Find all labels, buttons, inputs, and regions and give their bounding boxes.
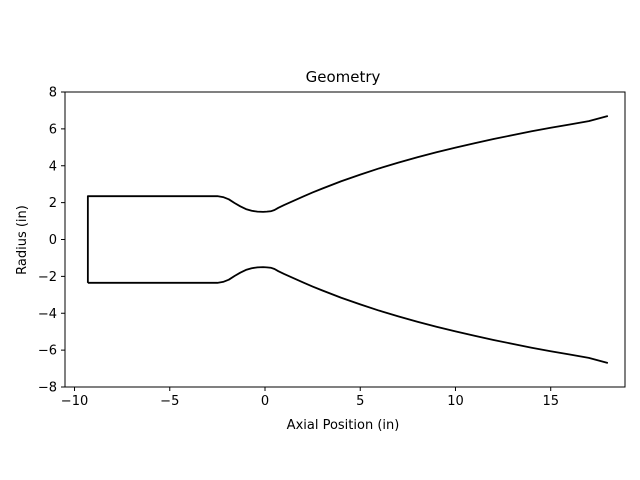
x-tick-label: 10 <box>447 394 464 409</box>
plot-lines <box>86 115 609 364</box>
y-tick-label: 8 <box>49 86 57 101</box>
y-tick-label: 6 <box>49 122 57 137</box>
axis-ticks: −10 −5 0 5 10 15 −8 −6 −4 −2 0 2 4 6 8 <box>38 86 559 410</box>
y-tick-label: −6 <box>38 344 57 359</box>
x-tick-label: 5 <box>356 394 364 409</box>
plot-frame <box>64 91 626 388</box>
x-tick-label: −5 <box>160 394 179 409</box>
series-line-1 <box>86 115 609 283</box>
x-tick-label: 15 <box>542 394 559 409</box>
y-tick-label: 2 <box>49 196 57 211</box>
y-tick-label: −2 <box>38 270 57 285</box>
y-tick-label: 0 <box>49 233 57 248</box>
series-line-2 <box>87 266 609 364</box>
y-tick-label: −8 <box>38 381 57 396</box>
x-tick-label: 0 <box>261 394 269 409</box>
chart-title: Geometry <box>306 68 381 86</box>
y-tick-label: 4 <box>49 159 57 174</box>
y-tick-label: −4 <box>38 307 57 322</box>
y-axis-label: Radius (in) <box>15 205 30 275</box>
x-tick-label: −10 <box>61 394 88 409</box>
x-axis-label: Axial Position (in) <box>287 418 400 433</box>
